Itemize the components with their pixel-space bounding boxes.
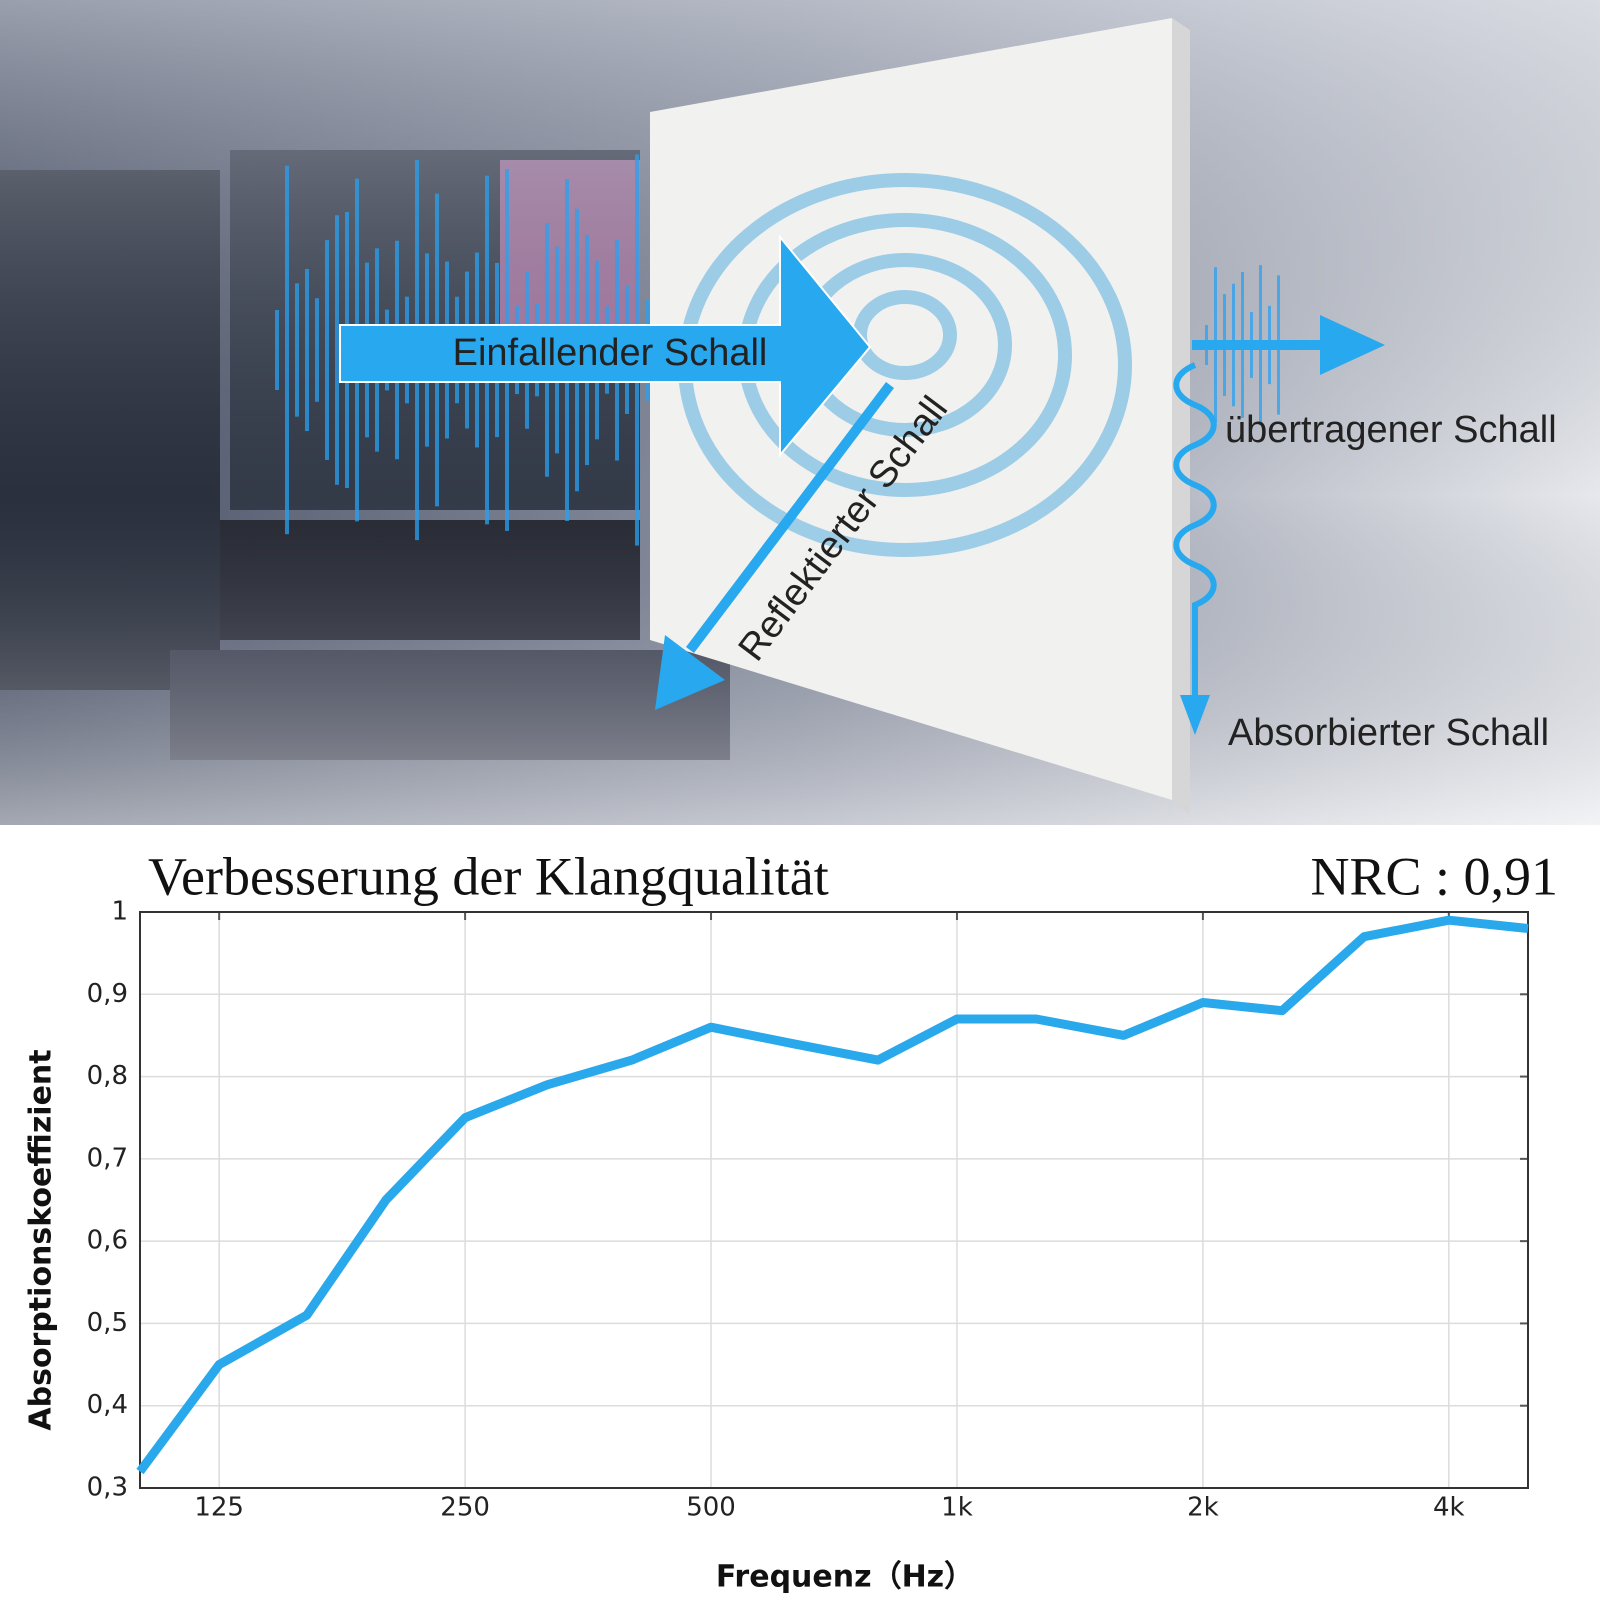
reflected-arrow: [686, 381, 894, 654]
wave-bar: [335, 215, 339, 485]
x-tick-label: 4k: [1433, 1493, 1465, 1523]
absorbed-wave: [1173, 362, 1217, 695]
illustration: Einfallender Schall Reflektierter Schall…: [0, 0, 1600, 825]
y-tick-label: 0,6: [87, 1226, 128, 1256]
y-axis-label: Absorptionskoeffizient: [24, 1049, 59, 1430]
x-tick-label: 250: [440, 1493, 490, 1523]
arrow-head: [1320, 315, 1385, 375]
y-tick-label: 0,3: [87, 1473, 128, 1503]
wave-bar: [315, 298, 319, 402]
x-tick-label: 1k: [941, 1493, 973, 1523]
chart-title: Verbesserung der Klangqualität: [148, 846, 829, 906]
incident-arrow: [339, 234, 872, 458]
nrc-annotation: NRC : 0,91: [1310, 846, 1558, 906]
y-tick-label: 0,5: [87, 1308, 128, 1338]
wave-bar: [285, 165, 289, 535]
y-tick-label: 0,4: [87, 1390, 128, 1420]
chart: 0,3 0,4 0,5 0,6 0,7 0,8 0,9 1 125 250 500 1k 2k 4k: [87, 897, 1529, 1523]
wave-bar: [325, 240, 329, 460]
wave-bar: [295, 283, 299, 417]
y-tick-label: 1: [111, 897, 128, 927]
y-tick-label: 0,8: [87, 1061, 128, 1091]
x-tick-label: 125: [194, 1493, 244, 1523]
y-tick-label: 0,9: [87, 979, 128, 1009]
data-line: [136, 915, 1529, 1475]
transmitted-label: übertragener Schall: [1225, 409, 1557, 451]
x-tick-label: 500: [686, 1493, 736, 1523]
wave-bar: [275, 310, 279, 390]
incident-label: Einfallender Schall: [453, 332, 768, 374]
x-tick-label: 2k: [1187, 1493, 1219, 1523]
plot-frame: [139, 911, 1529, 1489]
y-tick-label: 0,7: [87, 1143, 128, 1173]
x-axis-label: Frequenz（Hz）: [716, 1560, 974, 1595]
arrow-head: [655, 635, 725, 710]
panel-edge: [1172, 18, 1190, 815]
arrow-head: [1180, 695, 1210, 735]
wave-bar: [305, 268, 309, 432]
absorbed-label: Absorbierter Schall: [1228, 712, 1549, 754]
